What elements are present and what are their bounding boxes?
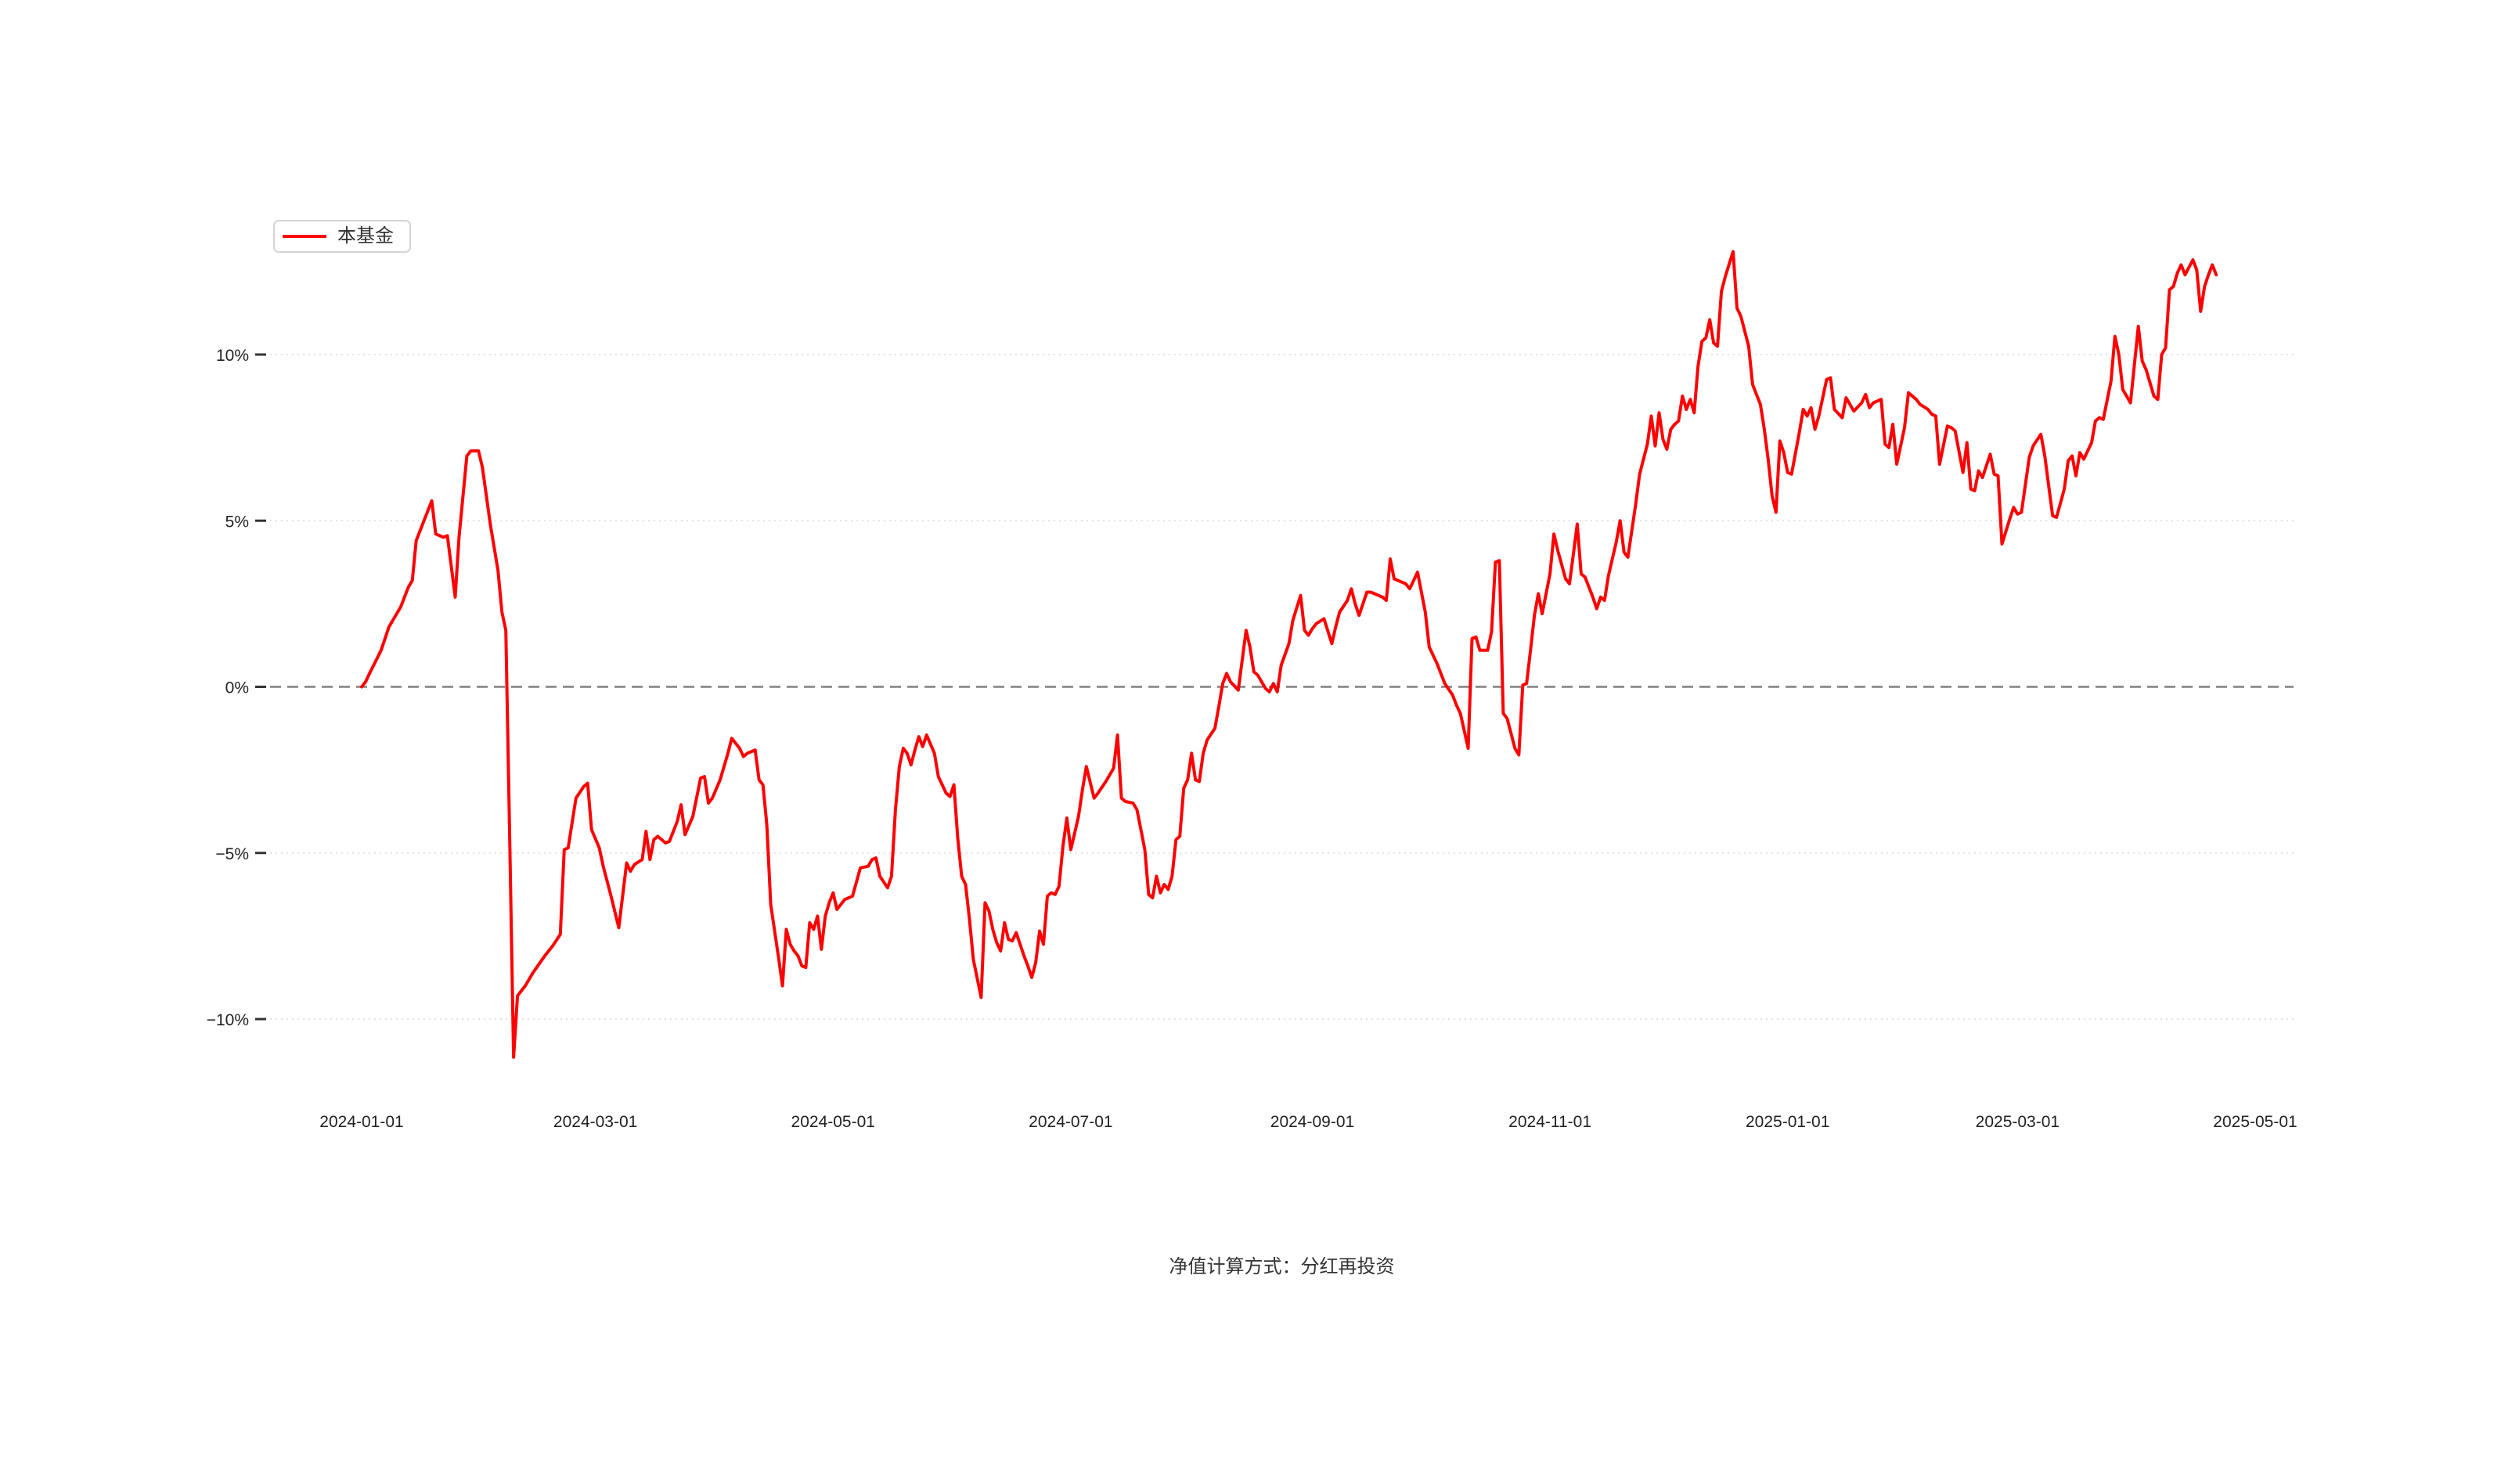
y-gridlines bbox=[270, 354, 2294, 1020]
y-axis-labels: 10% 5% 0% −5% −10% bbox=[207, 347, 249, 1029]
x-axis-label: 2025-01-01 bbox=[1746, 1113, 1829, 1131]
x-axis-label: 2024-05-01 bbox=[791, 1113, 875, 1131]
legend-item-fund[interactable]: 本基金 bbox=[337, 225, 394, 247]
y-axis-label: 10% bbox=[216, 347, 249, 365]
y-axis-label: −5% bbox=[215, 845, 249, 863]
fund-series-line bbox=[360, 250, 2218, 1059]
x-axis-label: 2025-05-01 bbox=[2213, 1113, 2297, 1131]
x-axis-label: 2024-03-01 bbox=[553, 1113, 637, 1131]
x-axis-label: 2024-07-01 bbox=[1029, 1113, 1112, 1131]
y-axis-label: 0% bbox=[225, 679, 249, 697]
y-axis-label: 5% bbox=[225, 513, 249, 531]
x-axis-label: 2024-09-01 bbox=[1270, 1113, 1354, 1131]
legend-line-swatch bbox=[283, 235, 326, 238]
x-axis-labels: 2024-01-01 2024-03-01 2024-05-01 2024-07-01… bbox=[319, 1113, 2297, 1131]
y-axis-ticks bbox=[255, 353, 266, 1021]
y-axis-label: −10% bbox=[207, 1011, 249, 1029]
x-axis-label: 2024-11-01 bbox=[1508, 1113, 1591, 1131]
x-axis-label: 2024-01-01 bbox=[319, 1113, 403, 1131]
x-axis-label: 2025-03-01 bbox=[1976, 1113, 2060, 1131]
nav-calculation-note: 净值计算方式：分红再投资 bbox=[1169, 1256, 1395, 1277]
legend: 本基金 bbox=[273, 220, 411, 253]
